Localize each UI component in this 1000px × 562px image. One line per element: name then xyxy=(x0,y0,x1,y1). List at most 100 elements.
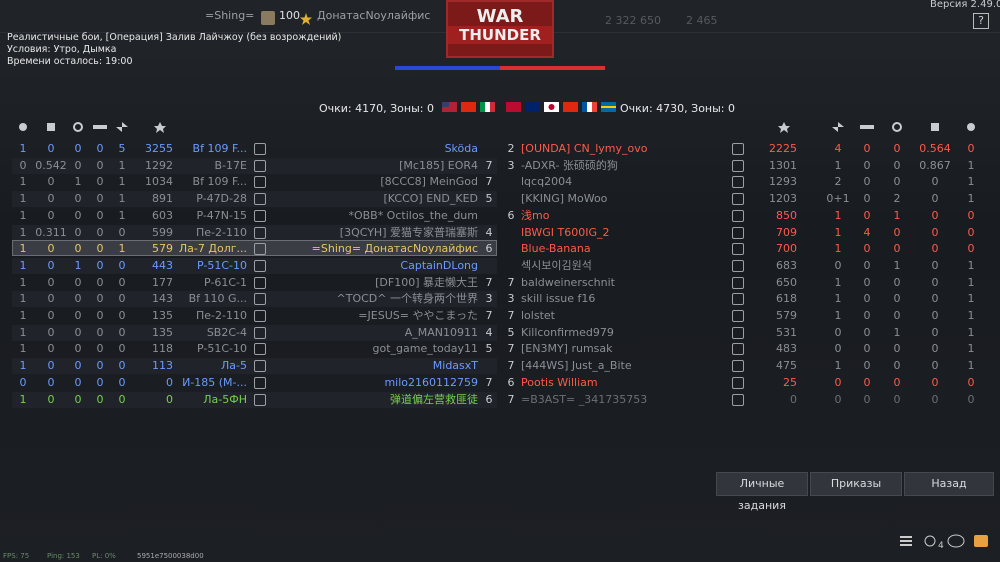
vehicle: Пе-2-110 xyxy=(196,225,247,239)
vehicle-icon xyxy=(254,310,266,322)
stat: 0 xyxy=(863,275,871,289)
vehicle-icon xyxy=(254,393,266,406)
stat: 0 xyxy=(74,309,82,322)
button[interactable]: Личные задания xyxy=(716,472,808,512)
score: 475 xyxy=(776,359,797,373)
vehicle-icon xyxy=(732,310,744,322)
player-name: IBWGI T600IG_2 xyxy=(521,225,610,239)
rank: 3 xyxy=(507,292,515,306)
vehicle-icon xyxy=(254,326,266,339)
player-name: 浅mo xyxy=(521,208,550,222)
help-button[interactable]: ? xyxy=(973,13,989,29)
vehicle: P-47D-28 xyxy=(196,192,247,206)
vehicle: Ла-5 xyxy=(221,359,247,373)
stat: 0 xyxy=(74,142,82,155)
column-icons xyxy=(19,122,975,133)
stat: 0 xyxy=(931,342,939,356)
vehicle-icon xyxy=(254,226,266,239)
flags xyxy=(442,102,616,112)
player-name: [KCCO] END_KED xyxy=(383,192,479,206)
stat: 0 xyxy=(96,158,104,172)
vehicle-icon xyxy=(732,393,744,406)
stat: 1 xyxy=(19,309,27,322)
vehicle-icon xyxy=(732,376,744,389)
stat: 1 xyxy=(19,192,27,206)
vehicle-icon xyxy=(732,343,744,356)
stat: 2 xyxy=(834,175,842,189)
stat: 0 xyxy=(96,342,104,356)
stat: 1 xyxy=(19,342,27,356)
stat: 0 xyxy=(931,325,939,339)
stat: 0 xyxy=(863,292,871,306)
time-left: Времени осталось: 19:00 xyxy=(7,56,133,67)
player-name: [EN3MY] rumsak xyxy=(521,342,613,356)
stat: 0 xyxy=(96,242,104,256)
score: 0 xyxy=(790,392,797,406)
stat: 1 xyxy=(967,158,975,172)
stat: 0 xyxy=(96,292,104,306)
stat: 1 xyxy=(74,175,82,189)
button[interactable]: Приказы xyxy=(810,472,902,496)
vehicle-icon xyxy=(732,243,744,256)
stat: 4 xyxy=(834,142,842,155)
stat: 1 xyxy=(74,258,82,272)
stat: 0 xyxy=(893,142,901,155)
vehicle-icon xyxy=(732,159,744,172)
rank: 6 xyxy=(507,208,515,222)
score: 0 xyxy=(166,375,173,389)
button[interactable]: Назад xyxy=(904,472,994,496)
vehicle-icon xyxy=(732,143,744,155)
player-name: ^TOCD^ 一个转身两个世界 xyxy=(336,292,478,306)
score: 118 xyxy=(152,342,173,356)
player-name: Killconfirmed979 xyxy=(521,325,614,339)
rank: 4 xyxy=(485,325,493,339)
stat: 1 xyxy=(19,325,27,339)
vehicle: Bf 110 G... xyxy=(188,292,247,306)
vehicle-icon xyxy=(732,209,744,222)
vehicle-icon xyxy=(732,193,744,206)
score: 135 xyxy=(152,325,173,339)
stat: 0 xyxy=(931,359,939,373)
player-name: [DF100] 暴走懒大王 xyxy=(375,275,478,289)
stat: 0 xyxy=(47,208,55,222)
vehicle-icon xyxy=(254,209,266,222)
player-name: Sköda xyxy=(444,142,478,155)
stat: 1 xyxy=(967,359,975,373)
stat: 0.867 xyxy=(919,158,951,172)
stat: 1 xyxy=(834,359,842,373)
battle-mode: Реалистичные бои, [Операция] Залив Лайчж… xyxy=(7,32,342,43)
score: 1034 xyxy=(145,175,173,189)
score: 443 xyxy=(152,258,173,272)
stat: 1 xyxy=(19,359,27,373)
stat: 0 xyxy=(74,225,82,239)
stat: 0 xyxy=(931,258,939,272)
stat: 1 xyxy=(834,158,842,172)
rank: 7 xyxy=(507,342,515,356)
version: Версия 2.49.0.91 xyxy=(930,0,1000,10)
bottom-icons xyxy=(900,534,988,548)
stat: 0 xyxy=(47,258,55,272)
rank: 6 xyxy=(485,392,493,406)
score: 683 xyxy=(776,258,797,272)
stat: 1 xyxy=(967,325,975,339)
stat: 0 xyxy=(74,275,82,289)
stat: 1 xyxy=(19,242,27,256)
stat: 0 xyxy=(118,225,126,239)
stat: 0 xyxy=(893,225,901,239)
stat: 0 xyxy=(96,142,104,155)
stat: 4 xyxy=(863,225,871,239)
player-name: [444WS] Just_a_Bite xyxy=(521,359,632,373)
stat: 0 xyxy=(893,359,901,373)
stat: 0 xyxy=(96,359,104,373)
vehicle-icon xyxy=(254,243,266,256)
stat: 0 xyxy=(863,142,871,155)
stat: 0 xyxy=(96,208,104,222)
stat: 0 xyxy=(47,375,55,389)
stat: 0 xyxy=(96,175,104,189)
stat: 1 xyxy=(118,175,126,189)
stat: 0 xyxy=(863,208,871,222)
stat: 0 xyxy=(931,192,939,206)
player-name: got_game_today11 xyxy=(372,342,478,356)
stat: 0 xyxy=(118,292,126,306)
